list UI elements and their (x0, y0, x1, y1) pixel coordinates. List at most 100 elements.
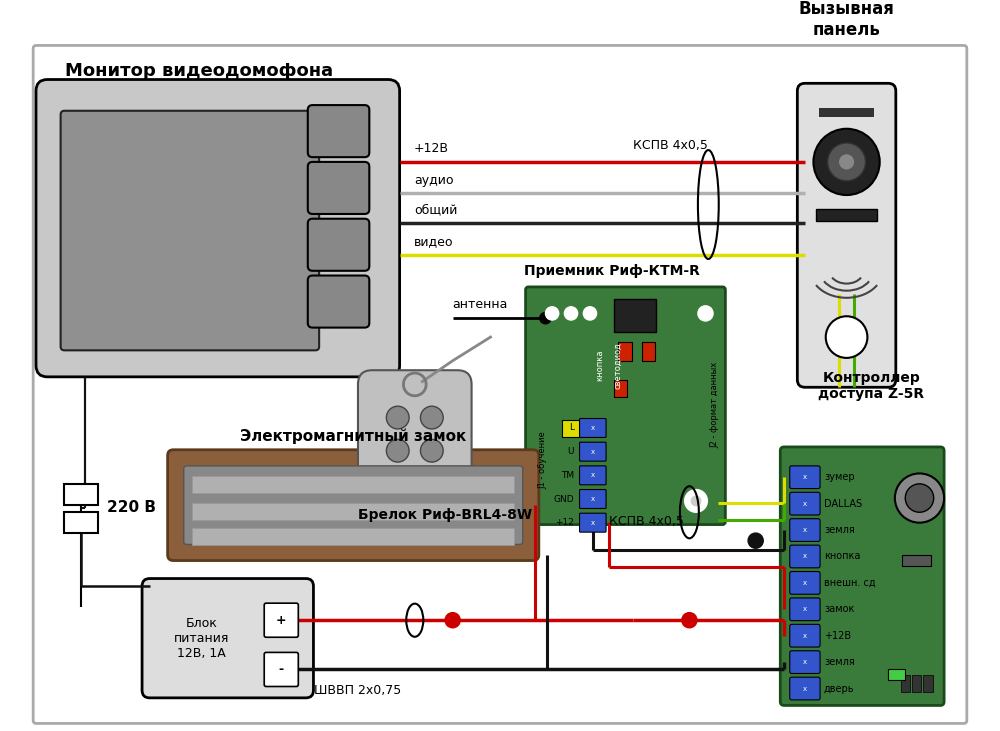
FancyBboxPatch shape (358, 370, 472, 512)
FancyBboxPatch shape (580, 513, 606, 532)
FancyBboxPatch shape (308, 276, 369, 327)
FancyBboxPatch shape (790, 519, 820, 542)
FancyBboxPatch shape (790, 651, 820, 673)
Text: общий: общий (414, 203, 457, 216)
Bar (923, 675, 933, 692)
Circle shape (905, 484, 934, 512)
FancyBboxPatch shape (308, 219, 369, 270)
Text: аудио: аудио (414, 173, 453, 186)
Text: антенна: антенна (453, 298, 508, 311)
Circle shape (386, 406, 409, 429)
Text: x: x (591, 449, 595, 455)
Text: Монитор видеодомофона: Монитор видеодомофона (65, 61, 333, 80)
Text: замок: замок (824, 605, 854, 614)
Circle shape (540, 312, 551, 324)
Text: земля: земля (824, 525, 855, 535)
Bar (902, 555, 931, 567)
FancyBboxPatch shape (308, 162, 369, 214)
Text: x: x (803, 686, 807, 692)
Text: x: x (803, 606, 807, 613)
Text: +: + (276, 614, 287, 626)
Text: внешн. сд: внешн. сд (824, 578, 875, 588)
Circle shape (386, 439, 409, 462)
Text: x: x (803, 553, 807, 559)
Bar (64, 484, 98, 504)
FancyBboxPatch shape (526, 287, 725, 525)
FancyBboxPatch shape (36, 80, 400, 377)
Text: дверь: дверь (824, 683, 854, 694)
FancyBboxPatch shape (184, 466, 523, 545)
FancyBboxPatch shape (790, 598, 820, 621)
Bar (888, 669, 905, 680)
FancyBboxPatch shape (580, 466, 606, 485)
Text: +12В: +12В (824, 631, 851, 640)
Bar (614, 379, 627, 397)
Bar (912, 675, 921, 692)
Circle shape (564, 307, 578, 320)
Text: x: x (803, 659, 807, 665)
FancyBboxPatch shape (780, 447, 944, 705)
FancyBboxPatch shape (168, 450, 539, 561)
Text: x: x (803, 474, 807, 480)
Circle shape (420, 406, 443, 429)
FancyBboxPatch shape (308, 105, 369, 157)
Circle shape (445, 613, 460, 628)
Text: TM: TM (561, 471, 574, 480)
Circle shape (583, 307, 597, 320)
Text: x: x (803, 527, 807, 533)
Text: L: L (569, 423, 574, 433)
FancyBboxPatch shape (580, 490, 606, 509)
Bar (562, 420, 582, 437)
FancyBboxPatch shape (264, 652, 298, 686)
Text: Приемник Риф-КТМ-R: Приемник Риф-КТМ-R (524, 265, 700, 279)
Text: J2 - формат данных: J2 - формат данных (710, 362, 719, 448)
Text: КСПВ 4х0,5: КСПВ 4х0,5 (609, 515, 684, 529)
Text: Контроллер
доступа Z-5R: Контроллер доступа Z-5R (818, 371, 924, 401)
FancyBboxPatch shape (797, 83, 896, 387)
Text: КСПВ 4х0,5: КСПВ 4х0,5 (633, 140, 707, 153)
Bar (64, 512, 98, 533)
FancyBboxPatch shape (790, 466, 820, 488)
Bar (901, 675, 910, 692)
Circle shape (691, 496, 701, 506)
Text: светодиод: светодиод (614, 342, 623, 389)
Text: 220 В: 220 В (107, 500, 156, 515)
FancyBboxPatch shape (33, 45, 967, 724)
Text: кнопка: кнопка (824, 551, 860, 561)
Text: Блок
питания
12В, 1А: Блок питания 12В, 1А (174, 617, 229, 659)
FancyBboxPatch shape (580, 419, 606, 437)
Bar (192, 477, 514, 493)
FancyBboxPatch shape (790, 545, 820, 568)
Bar (614, 299, 656, 333)
Text: видео: видео (414, 235, 453, 248)
Text: кнопка: кнопка (595, 349, 604, 382)
Text: x: x (803, 633, 807, 639)
Bar (192, 529, 514, 545)
Text: Вызывная
панель: Вызывная панель (799, 0, 895, 39)
FancyBboxPatch shape (790, 624, 820, 647)
FancyBboxPatch shape (264, 603, 298, 637)
Circle shape (839, 154, 854, 170)
Circle shape (682, 613, 697, 628)
Bar (642, 342, 655, 361)
Circle shape (420, 439, 443, 462)
Text: U: U (567, 447, 574, 456)
Text: J1 - обучение: J1 - обучение (538, 431, 547, 489)
Circle shape (748, 533, 763, 548)
FancyBboxPatch shape (142, 578, 313, 698)
Bar (618, 342, 632, 361)
Bar (192, 503, 514, 520)
Text: +12: +12 (555, 518, 574, 527)
Text: Электромагнитный замок: Электромагнитный замок (240, 428, 466, 444)
FancyBboxPatch shape (790, 572, 820, 594)
Text: x: x (803, 580, 807, 586)
Circle shape (813, 129, 880, 195)
Circle shape (545, 307, 559, 320)
Text: x: x (591, 496, 595, 502)
Circle shape (828, 143, 866, 181)
Text: x: x (803, 501, 807, 507)
Text: x: x (591, 425, 595, 431)
Text: GND: GND (553, 494, 574, 504)
Text: +12В: +12В (414, 143, 449, 155)
Text: DALLAS: DALLAS (824, 499, 862, 509)
